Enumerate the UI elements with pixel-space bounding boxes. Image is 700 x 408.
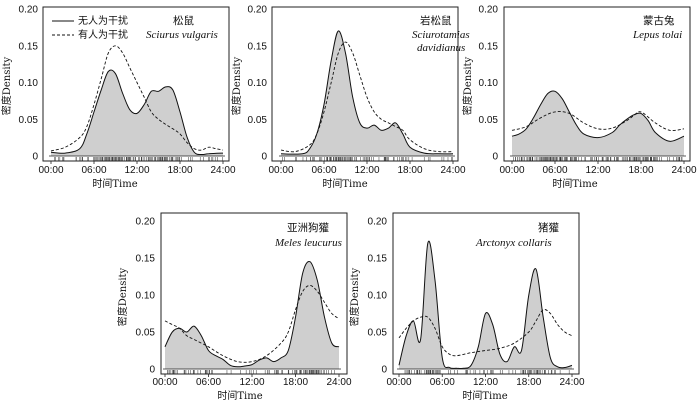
x-tick-label: 00:00 xyxy=(268,165,293,176)
y-tick-label: 0.05 xyxy=(248,115,268,126)
y-tick-label: 0 xyxy=(149,365,155,376)
y-tick-label: 0 xyxy=(492,152,498,163)
y-tick-label: 0.10 xyxy=(19,78,39,89)
density-area-undisturbed xyxy=(399,241,572,369)
species-cn-label: 岩松鼠 xyxy=(420,14,452,27)
y-axis-title: 密度Density xyxy=(230,56,243,115)
x-tick-label: 00:00 xyxy=(152,377,177,388)
density-area-undisturbed xyxy=(165,261,339,369)
x-tick-label: 12:00 xyxy=(473,377,498,388)
x-tick-label: 24:00 xyxy=(210,165,235,176)
x-tick-label: 18:00 xyxy=(167,165,192,176)
x-tick-label: 06:00 xyxy=(430,377,455,388)
x-axis-title: 时间Time xyxy=(217,389,262,402)
density-line-undisturbed xyxy=(50,69,224,156)
x-tick-label: 18:00 xyxy=(283,377,308,388)
x-tick-label: 12:00 xyxy=(124,165,149,176)
density-line-disturbed xyxy=(398,309,573,357)
x-axis-title: 时间Time xyxy=(462,389,507,402)
species-sci-label: Arctonyx collaris xyxy=(475,237,552,249)
density-line-undisturbed xyxy=(511,90,685,142)
y-tick-label: 0.10 xyxy=(248,78,268,89)
x-tick-label: 06:00 xyxy=(542,165,567,176)
species-cn-label: 松鼠 xyxy=(173,14,194,27)
y-tick-label: 0.20 xyxy=(479,5,499,16)
x-axis-title: 时间Time xyxy=(92,177,137,190)
density-line-undisturbed xyxy=(398,240,573,370)
plot-frame xyxy=(160,212,348,375)
plot-frame xyxy=(42,6,230,162)
x-axis-title: 时间Time xyxy=(322,177,367,190)
plot-frame xyxy=(392,212,580,375)
y-tick-label: 0.10 xyxy=(368,291,388,302)
species-sci-label: Sciurus vulgaris xyxy=(146,29,218,41)
density-line-undisturbed xyxy=(164,260,340,368)
x-tick-label: 00:00 xyxy=(499,165,524,176)
y-tick-label: 0.15 xyxy=(368,254,388,265)
y-tick-label: 0 xyxy=(32,152,38,163)
species-sci-label: Lepus tolai xyxy=(632,29,682,41)
x-tick-label: 06:00 xyxy=(311,165,336,176)
y-tick-label: 0.15 xyxy=(248,41,268,52)
x-tick-label: 18:00 xyxy=(628,165,653,176)
y-tick-label: 0.20 xyxy=(136,217,156,228)
y-tick-label: 0.10 xyxy=(479,78,499,89)
y-tick-label: 0.05 xyxy=(368,328,388,339)
species-sci-label-line2: davidianus xyxy=(417,42,465,54)
x-tick-label: 00:00 xyxy=(386,377,411,388)
density-area-undisturbed xyxy=(281,30,453,156)
x-tick-label: 12:00 xyxy=(354,165,379,176)
panel-sciurotamias-davidianus: 00:00 06:00 12:00 18:00 24:00 0 0.05 0.10 0.15 0.… xyxy=(230,5,470,191)
x-tick-label: 18:00 xyxy=(397,165,422,176)
density-line-disturbed xyxy=(164,284,340,363)
y-tick-label: 0.05 xyxy=(19,115,39,126)
x-tick-label: 12:00 xyxy=(239,377,264,388)
species-cn-label: 亚洲狗獾 xyxy=(287,221,329,234)
y-axis-title: 密度Density xyxy=(348,267,361,326)
x-tick-label: 24:00 xyxy=(671,165,696,176)
x-tick-label: 12:00 xyxy=(585,165,610,176)
density-line-disturbed xyxy=(511,111,685,131)
panel-sciurus-vulgaris: 00:00 06:00 12:00 18:00 24:00 0 0.05 0.10 0.15 0.… xyxy=(0,5,236,191)
y-tick-label: 0.15 xyxy=(136,254,156,265)
y-tick-label: 0.20 xyxy=(19,5,39,16)
x-tick-label: 18:00 xyxy=(516,377,541,388)
x-tick-label: 06:00 xyxy=(81,165,106,176)
y-axis-title: 密度Density xyxy=(0,56,13,115)
y-tick-label: 0 xyxy=(261,152,267,163)
x-tick-label: 24:00 xyxy=(440,165,465,176)
y-axis-title: 密度Density xyxy=(461,56,474,115)
x-tick-label: 06:00 xyxy=(196,377,221,388)
x-tick-label: 24:00 xyxy=(326,377,351,388)
x-tick-label: 24:00 xyxy=(559,377,584,388)
legend-undisturbed-label: 无人为干扰 xyxy=(78,14,128,27)
density-line-disturbed xyxy=(50,45,224,152)
y-tick-label: 0.15 xyxy=(19,41,39,52)
species-sci-label-line1: Sciurotamias xyxy=(412,29,470,41)
panel-arctonyx-collaris: 00:00 06:00 12:00 18:00 24:00 0 0.05 0.10 0.15 0.… xyxy=(348,212,585,402)
density-line-undisturbed xyxy=(280,30,454,155)
y-tick-label: 0.05 xyxy=(479,115,499,126)
y-tick-label: 0.10 xyxy=(136,291,156,302)
species-cn-label: 猪獾 xyxy=(538,222,559,234)
y-axis-title: 密度Density xyxy=(116,267,129,326)
density-area-undisturbed xyxy=(512,90,684,156)
y-tick-label: 0.05 xyxy=(136,328,156,339)
y-tick-label: 0.20 xyxy=(368,217,388,228)
y-tick-label: 0.15 xyxy=(479,41,499,52)
species-sci-label: Meles leucurus xyxy=(274,237,342,249)
plot-frame xyxy=(503,6,691,162)
panel-lepus-tolai: 00:00 06:00 12:00 18:00 24:00 0 0.05 0.10 0.15 0.… xyxy=(461,5,697,191)
y-tick-label: 0.20 xyxy=(248,5,268,16)
panel-meles-leucurus: 00:00 06:00 12:00 18:00 24:00 0 0.05 0.10 0.15 0.… xyxy=(116,212,352,402)
legend-disturbed-label: 有人为干扰 xyxy=(78,28,128,41)
plot-frame xyxy=(271,6,459,162)
species-cn-label: 蒙古兔 xyxy=(643,14,675,27)
x-axis-title: 时间Time xyxy=(552,177,597,190)
x-tick-label: 00:00 xyxy=(38,165,63,176)
y-tick-label: 0 xyxy=(381,365,387,376)
